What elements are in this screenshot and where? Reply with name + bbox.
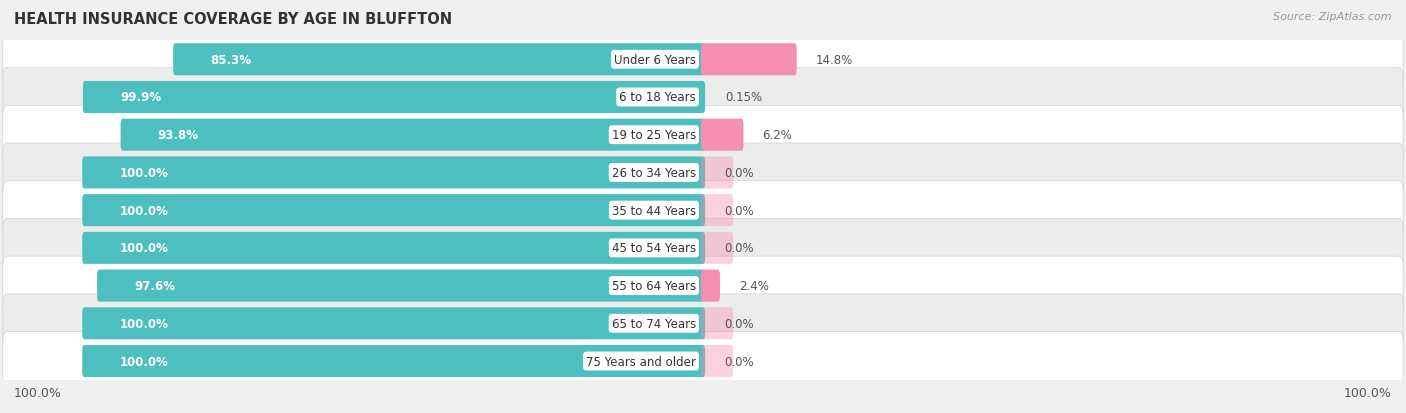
FancyBboxPatch shape [702, 345, 734, 377]
FancyBboxPatch shape [3, 106, 1403, 165]
Text: 0.0%: 0.0% [724, 242, 754, 255]
FancyBboxPatch shape [82, 308, 706, 339]
Text: Under 6 Years: Under 6 Years [614, 54, 696, 66]
FancyBboxPatch shape [3, 69, 1403, 127]
Text: 0.0%: 0.0% [724, 166, 754, 180]
FancyBboxPatch shape [3, 256, 1403, 315]
Text: 14.8%: 14.8% [815, 54, 853, 66]
FancyBboxPatch shape [3, 31, 1403, 90]
FancyBboxPatch shape [121, 119, 706, 152]
FancyBboxPatch shape [3, 144, 1403, 202]
Text: 100.0%: 100.0% [120, 242, 169, 255]
Text: 100.0%: 100.0% [120, 204, 169, 217]
Text: 65 to 74 Years: 65 to 74 Years [612, 317, 696, 330]
Text: 100.0%: 100.0% [120, 317, 169, 330]
FancyBboxPatch shape [702, 308, 734, 339]
FancyBboxPatch shape [3, 219, 1403, 278]
FancyBboxPatch shape [82, 345, 706, 377]
Text: 100.0%: 100.0% [1344, 386, 1392, 399]
FancyBboxPatch shape [3, 332, 1403, 391]
Text: 55 to 64 Years: 55 to 64 Years [612, 280, 696, 292]
FancyBboxPatch shape [702, 157, 734, 189]
FancyBboxPatch shape [97, 270, 706, 302]
Text: 100.0%: 100.0% [120, 355, 169, 368]
Text: 26 to 34 Years: 26 to 34 Years [612, 166, 696, 180]
Text: Source: ZipAtlas.com: Source: ZipAtlas.com [1274, 12, 1392, 22]
FancyBboxPatch shape [702, 270, 720, 302]
Text: 2.4%: 2.4% [740, 280, 769, 292]
FancyBboxPatch shape [82, 232, 706, 264]
FancyBboxPatch shape [82, 195, 706, 227]
Text: 93.8%: 93.8% [157, 129, 198, 142]
Text: 35 to 44 Years: 35 to 44 Years [612, 204, 696, 217]
FancyBboxPatch shape [83, 82, 706, 114]
Text: 45 to 54 Years: 45 to 54 Years [612, 242, 696, 255]
Text: 100.0%: 100.0% [120, 166, 169, 180]
FancyBboxPatch shape [702, 195, 734, 227]
Text: 0.0%: 0.0% [724, 355, 754, 368]
FancyBboxPatch shape [3, 294, 1403, 353]
Text: 99.9%: 99.9% [120, 91, 162, 104]
Text: 85.3%: 85.3% [211, 54, 252, 66]
Text: 19 to 25 Years: 19 to 25 Years [612, 129, 696, 142]
FancyBboxPatch shape [3, 181, 1403, 240]
Text: 6 to 18 Years: 6 to 18 Years [619, 91, 696, 104]
Text: 0.15%: 0.15% [725, 91, 762, 104]
Text: 75 Years and older: 75 Years and older [586, 355, 696, 368]
FancyBboxPatch shape [173, 44, 706, 76]
Text: 100.0%: 100.0% [14, 386, 62, 399]
Text: HEALTH INSURANCE COVERAGE BY AGE IN BLUFFTON: HEALTH INSURANCE COVERAGE BY AGE IN BLUF… [14, 12, 453, 27]
FancyBboxPatch shape [702, 119, 744, 152]
Text: 6.2%: 6.2% [762, 129, 793, 142]
Text: 0.0%: 0.0% [724, 317, 754, 330]
FancyBboxPatch shape [702, 232, 734, 264]
FancyBboxPatch shape [702, 44, 797, 76]
Text: 97.6%: 97.6% [135, 280, 176, 292]
FancyBboxPatch shape [82, 157, 706, 189]
Legend: With Coverage, Without Coverage: With Coverage, Without Coverage [561, 412, 845, 413]
Text: 0.0%: 0.0% [724, 204, 754, 217]
